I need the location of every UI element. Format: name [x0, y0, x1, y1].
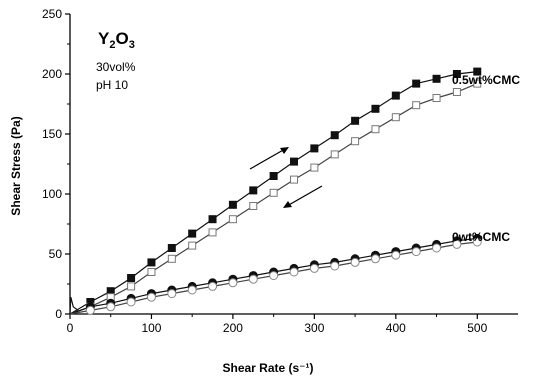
data-point — [127, 282, 136, 291]
data-point — [188, 229, 197, 238]
x-tick-label: 500 — [467, 321, 487, 335]
data-point — [391, 250, 401, 260]
condition-label-1: 30vol% — [96, 60, 136, 74]
material-label: Y2O3 — [98, 29, 135, 51]
data-point — [290, 157, 298, 166]
series-cmc-05-up — [69, 67, 482, 315]
series-cmc-0-down — [69, 237, 482, 315]
data-point — [126, 297, 136, 307]
data-point — [167, 254, 176, 263]
data-point — [330, 261, 340, 271]
data-point — [289, 267, 299, 277]
data-point — [310, 163, 319, 172]
data-point — [452, 70, 461, 78]
data-point — [269, 271, 279, 281]
data-point — [269, 188, 278, 197]
data-point — [310, 144, 319, 153]
data-point — [249, 186, 258, 195]
data-point — [472, 237, 482, 247]
data-point — [330, 131, 339, 140]
data-point — [350, 257, 360, 267]
data-point — [187, 285, 197, 295]
data-point — [85, 305, 95, 315]
data-point — [391, 113, 400, 122]
data-point — [167, 289, 177, 299]
data-point — [411, 247, 421, 257]
data-point — [309, 263, 319, 273]
series-layer — [69, 67, 482, 315]
data-point — [432, 94, 441, 102]
series-label-0.5wt-cmc: 0.5wt%CMC — [452, 73, 520, 87]
data-point — [452, 239, 462, 249]
y-tick-label: 50 — [49, 247, 63, 261]
x-tick-label: 300 — [304, 321, 324, 335]
startup-spike-line — [69, 297, 79, 315]
x-axis-label: Shear Rate (s⁻¹) — [222, 361, 313, 375]
x-tick-label: 200 — [223, 321, 243, 335]
data-point — [208, 228, 217, 237]
data-point — [330, 150, 339, 159]
data-point — [228, 215, 237, 224]
data-point — [370, 254, 380, 264]
data-point — [473, 79, 482, 88]
data-point — [208, 281, 218, 291]
condition-label-2: pH 10 — [96, 78, 128, 92]
data-point — [432, 74, 441, 83]
data-point — [248, 274, 258, 284]
x-tick-label: 100 — [141, 321, 161, 335]
x-ticks: 0 100 200 300 400 500 — [67, 314, 488, 335]
y-tick-label: 250 — [42, 7, 62, 21]
x-tick-label: 0 — [67, 321, 74, 335]
y-axis-label: Shear Stress (Pa) — [9, 116, 23, 215]
data-point — [432, 243, 442, 253]
data-point — [351, 137, 360, 146]
data-point — [371, 104, 380, 113]
data-point — [188, 241, 197, 250]
data-point — [228, 200, 237, 209]
data-point — [371, 125, 380, 134]
data-point — [167, 244, 176, 252]
arrow-up-icon — [249, 147, 289, 170]
data-point — [208, 215, 217, 224]
data-point — [249, 202, 258, 210]
data-point — [147, 268, 156, 276]
data-point — [127, 274, 136, 282]
data-point — [146, 292, 156, 302]
data-point — [391, 91, 400, 100]
y-ticks: 0 50 100 150 200 250 — [42, 7, 70, 321]
series-label-0wt-cmc: 0wt%CMC — [452, 230, 510, 244]
y-tick-label: 200 — [42, 67, 62, 81]
data-point — [269, 172, 278, 180]
data-point — [473, 67, 482, 76]
data-point — [147, 258, 156, 267]
x-tick-label: 400 — [386, 321, 406, 335]
data-point — [412, 101, 421, 110]
axes: 0 100 200 300 400 500 0 50 100 150 200 250 — [42, 7, 518, 335]
data-point — [290, 175, 298, 184]
data-point — [412, 79, 421, 88]
data-point — [228, 278, 238, 288]
y-tick-label: 0 — [55, 307, 62, 321]
data-point — [106, 302, 116, 312]
y-tick-label: 150 — [42, 127, 62, 141]
data-point — [351, 116, 360, 125]
data-point — [452, 88, 461, 96]
arrow-down-icon — [283, 185, 323, 208]
y-tick-label: 100 — [42, 187, 62, 201]
